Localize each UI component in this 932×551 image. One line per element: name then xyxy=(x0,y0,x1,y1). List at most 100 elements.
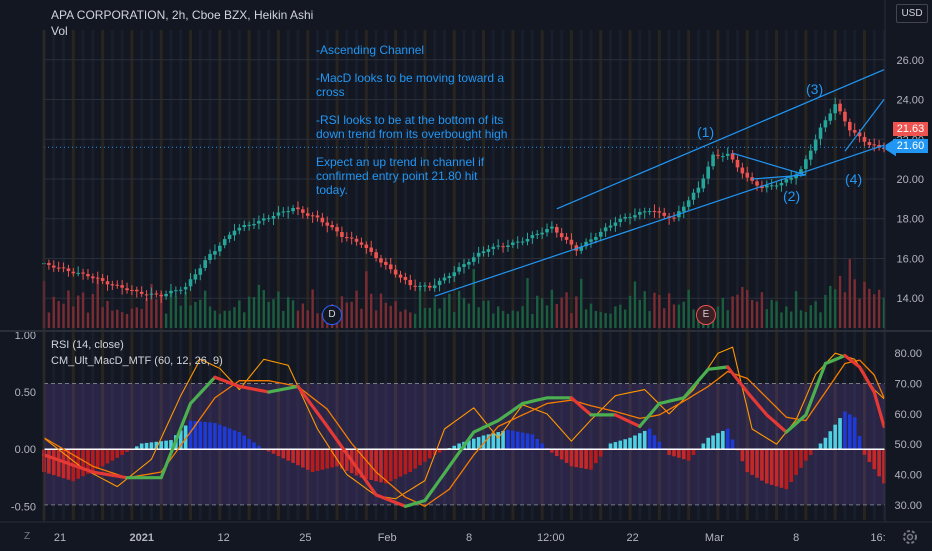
time-tick-label: 2021 xyxy=(130,532,154,544)
candle-body xyxy=(506,245,510,247)
macd-histogram-bar xyxy=(628,437,632,450)
volume-bar xyxy=(755,301,759,328)
macd-histogram-bar xyxy=(872,449,877,470)
price-tick-label: 16.00 xyxy=(896,253,924,265)
macd-histogram-bar xyxy=(774,449,779,487)
volume-bar xyxy=(301,303,305,328)
currency-button[interactable]: USD xyxy=(896,4,928,23)
macd-histogram-bar xyxy=(584,449,588,469)
candle-body xyxy=(193,274,198,280)
macd-histogram-bar xyxy=(491,433,496,450)
volume-bar xyxy=(199,299,202,328)
macd-histogram-bar xyxy=(61,449,66,479)
rsi-tick-label: 80.00 xyxy=(894,348,922,360)
macd-histogram-bar xyxy=(657,441,662,450)
volume-bar xyxy=(863,281,866,328)
candle-body xyxy=(203,260,207,268)
volume-bar xyxy=(667,293,671,328)
stripe xyxy=(794,30,798,520)
macd-histogram-bar xyxy=(86,449,90,474)
macd-histogram-bar xyxy=(818,443,823,450)
volume-bar xyxy=(72,306,75,328)
volume-bar xyxy=(775,301,778,328)
macd-line-segment xyxy=(843,354,886,428)
candle-body xyxy=(618,218,623,223)
volume-bar xyxy=(101,307,104,328)
candle-body xyxy=(330,225,334,228)
candle-body xyxy=(652,211,657,213)
candle-body xyxy=(496,245,500,247)
volume-bar xyxy=(814,301,817,328)
candle-body xyxy=(467,261,471,265)
stripe xyxy=(735,30,739,520)
candle-body xyxy=(569,239,574,245)
macd-histogram-bar xyxy=(105,449,110,464)
macd-histogram-bar xyxy=(139,443,144,450)
candle-body xyxy=(784,179,789,183)
candle-body xyxy=(286,211,290,213)
candle-body xyxy=(413,285,417,287)
stripe xyxy=(325,30,329,520)
volume-bar xyxy=(550,289,554,328)
macd-histogram-bar xyxy=(486,434,491,450)
macd-histogram-bar xyxy=(652,435,657,450)
candle-body xyxy=(491,246,496,249)
stripe xyxy=(862,30,866,520)
candle-body xyxy=(442,277,447,281)
macd-histogram-bar xyxy=(110,449,115,461)
macd-histogram-bar xyxy=(144,442,149,450)
rsi-tick-label: 40.00 xyxy=(894,470,922,482)
event-marker-d[interactable]: D xyxy=(322,305,342,325)
macd-histogram-bar xyxy=(340,449,344,469)
time-tick-label: 12:00 xyxy=(537,532,565,544)
macd-histogram-bar xyxy=(691,449,696,455)
macd-histogram-bar xyxy=(598,449,603,457)
macd-histogram-bar xyxy=(310,449,315,473)
analysis-annotation: -Ascending Channel -MacD looks to be mov… xyxy=(316,43,507,197)
stripe xyxy=(120,30,124,520)
macd-histogram-bar xyxy=(154,441,159,450)
candle-body xyxy=(296,207,300,210)
macd-histogram-bar xyxy=(115,449,120,458)
macd-histogram-bar xyxy=(638,433,642,450)
volume-bar xyxy=(365,271,368,328)
macd-histogram-bar xyxy=(760,449,764,481)
candle-body xyxy=(437,280,442,286)
macd-histogram-bar xyxy=(784,449,789,490)
gear-icon[interactable] xyxy=(901,528,919,546)
macd-signal-line xyxy=(43,359,885,507)
candle-body xyxy=(848,121,852,131)
macd-histogram-bar xyxy=(164,440,168,450)
zoom-icon[interactable]: Z xyxy=(17,527,37,547)
macd-histogram-bar xyxy=(789,449,794,483)
candle-body xyxy=(154,293,159,295)
macd-histogram-bar xyxy=(769,449,774,485)
volume-bar xyxy=(223,310,226,328)
macd-histogram-bar xyxy=(354,449,359,476)
stripe xyxy=(677,30,681,520)
candle-body xyxy=(418,285,422,287)
event-marker-e[interactable]: E xyxy=(696,305,716,325)
candle-body xyxy=(686,200,691,207)
candle-body xyxy=(794,174,798,179)
candle-body xyxy=(452,272,457,277)
volume-bar xyxy=(604,313,607,328)
macd-histogram-bar xyxy=(808,449,813,455)
candle-body xyxy=(730,153,735,160)
volume-bar xyxy=(345,302,348,328)
macd-histogram-bar xyxy=(315,449,320,471)
macd-histogram-bar xyxy=(823,437,828,450)
candle-body xyxy=(540,232,544,235)
rsi-tick-label: 30.00 xyxy=(894,500,922,512)
volume-bar xyxy=(477,307,480,328)
candle-body xyxy=(315,215,320,218)
volume-bar xyxy=(750,299,754,328)
volume-bar xyxy=(809,305,812,328)
time-tick-label: 22 xyxy=(626,532,638,544)
volume-bar xyxy=(116,309,119,328)
time-tick-label: 16: xyxy=(870,532,885,544)
volume-bar xyxy=(453,312,456,328)
volume-bar xyxy=(448,293,451,328)
